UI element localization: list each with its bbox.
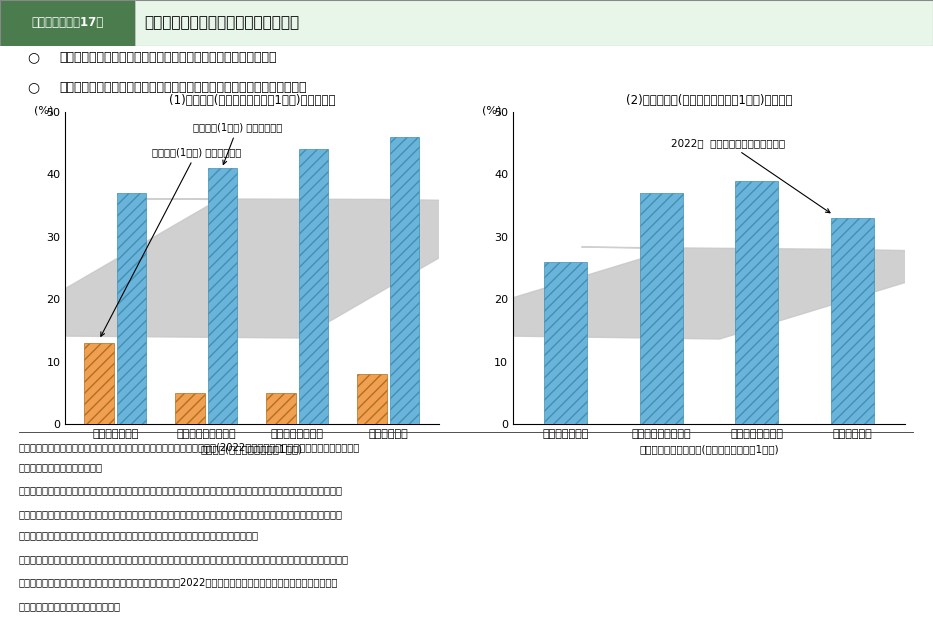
Bar [544, 262, 587, 424]
Text: 資料出所　（独）労働政策研究・研修機構「企業の賃金決定に係る調査」(2022年）の個票を厚生労働省政策統括官付政策: 資料出所 （独）労働政策研究・研修機構「企業の賃金決定に係る調査」(2022年）… [19, 442, 360, 452]
Text: ○: ○ [28, 80, 40, 94]
Text: （注）　１）（１）は、現在と比べた今後１年間の企業を取り巻く不透明感の状況について「低くなっている」「やや低: （注） １）（１）は、現在と比べた今後１年間の企業を取り巻く不透明感の状況につい… [19, 486, 342, 496]
Text: ○: ○ [28, 51, 40, 65]
Text: 内部留保(1年後) 減少させたい: 内部留保(1年後) 減少させたい [101, 147, 241, 336]
FancyArrow shape [393, 247, 933, 339]
Title: (2)成長見込み(現在と比べた今後1年間)と賃上げ: (2)成長見込み(現在と比べた今後1年間)と賃上げ [626, 94, 792, 107]
Text: 不透明感が強いほど、内部留保を増加させる意向が強い可能性。: 不透明感が強いほど、内部留保を増加させる意向が強い可能性。 [59, 51, 276, 64]
Y-axis label: (%): (%) [481, 106, 501, 116]
Text: どうしたいかについて「減少」「増加」と回答した企業割合を集計したもの。: どうしたいかについて「減少」「増加」と回答した企業割合を集計したもの。 [19, 530, 258, 541]
Bar [208, 168, 237, 424]
Text: 高まっている」「高まっている」の回答ごとに、2022年のベースアップ実施企業割合を集計したもの。: 高まっている」「高まっている」の回答ごとに、2022年のベースアップ実施企業割合… [19, 577, 338, 587]
Text: 先行きの成長見込みが高いほど、ベースアップ実施企業割合が高い傾向。: 先行きの成長見込みが高いほど、ベースアップ実施企業割合が高い傾向。 [59, 81, 306, 94]
Text: ２）（２）は、現在と比べた今後１年間の成長見込みについて「低くなっている」「やや低くなっている」「やや: ２）（２）は、現在と比べた今後１年間の成長見込みについて「低くなっている」「やや… [19, 554, 349, 564]
Bar [299, 149, 328, 424]
Y-axis label: (%): (%) [34, 106, 53, 116]
Bar [357, 374, 386, 424]
X-axis label: 不透明感(現在と比べた今後1年間): 不透明感(現在と比べた今後1年間) [201, 444, 303, 454]
Bar [175, 393, 204, 424]
Title: (1)不透明感(現在と比べた今後1年間)と内部留保: (1)不透明感(現在と比べた今後1年間)と内部留保 [169, 94, 335, 107]
Bar [118, 193, 146, 424]
Bar [735, 180, 778, 424]
Text: 統括室にて独自集計: 統括室にて独自集計 [19, 462, 103, 472]
Bar [135, 0, 933, 46]
FancyArrow shape [0, 199, 626, 338]
Text: 企業の見通しと内部留保・賃金の関係: 企業の見通しと内部留保・賃金の関係 [145, 15, 299, 30]
Text: 内部留保(1年後) 増加させたい: 内部留保(1年後) 増加させたい [193, 123, 282, 165]
Bar [831, 218, 874, 424]
Text: くなっている」「やや高まっている」「高まっている」の回答ごとに、今後１年間で現在と比べて内部留保を: くなっている」「やや高まっている」「高まっている」の回答ごとに、今後１年間で現在… [19, 509, 342, 519]
Text: 第２－（１）－17図: 第２－（１）－17図 [32, 16, 104, 29]
Bar [84, 343, 114, 424]
Text: ３）いずれも無回答は除く。: ３）いずれも無回答は除く。 [19, 601, 120, 611]
Bar [390, 137, 420, 424]
X-axis label: 先行きの成長の見込み(現在と比べた今後1年間): 先行きの成長の見込み(現在と比べた今後1年間) [639, 444, 779, 454]
Bar [0, 0, 135, 46]
Bar [640, 193, 683, 424]
Bar [267, 393, 296, 424]
Text: 2022年  ベースアップ実施企業割合: 2022年 ベースアップ実施企業割合 [671, 138, 830, 213]
